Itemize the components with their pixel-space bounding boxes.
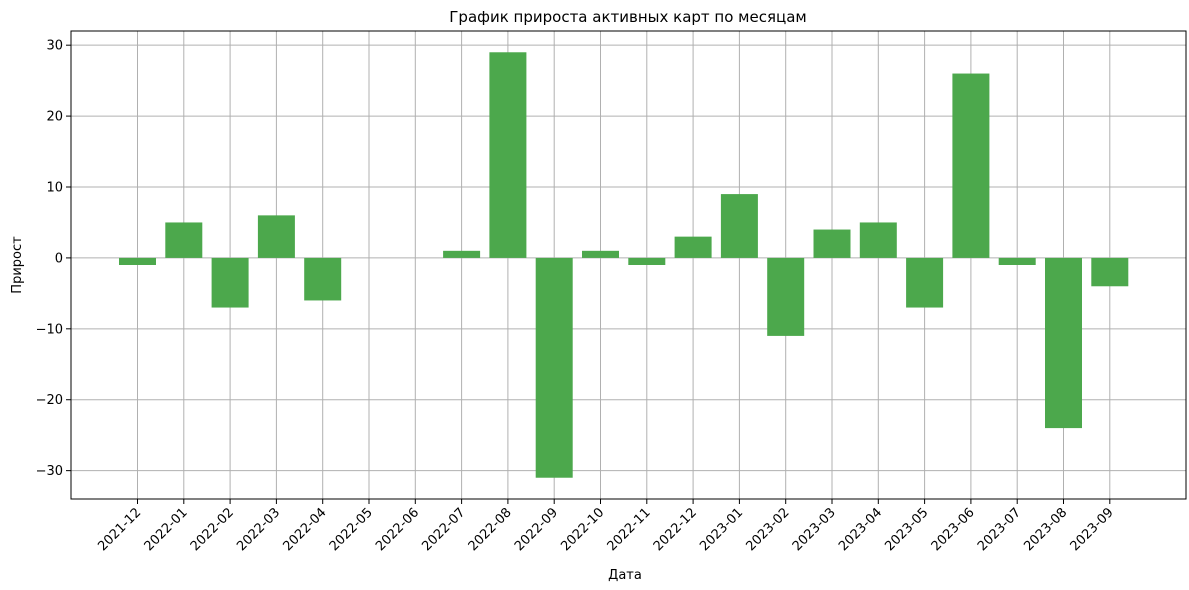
bar-2023-05 xyxy=(906,257,944,308)
x-tick-label: 2022-10 xyxy=(558,505,607,554)
x-axis-title: Дата xyxy=(608,568,642,583)
bar-2023-09 xyxy=(1091,257,1129,287)
bar-2022-09 xyxy=(535,257,573,478)
x-tick-label: 2022-07 xyxy=(419,505,468,554)
bar-2023-01 xyxy=(720,194,758,258)
x-tick-label: 2023-05 xyxy=(882,505,931,554)
x-tick-label: 2022-01 xyxy=(142,505,191,554)
x-tick-label: 2023-07 xyxy=(975,505,1024,554)
y-tick-label: 0 xyxy=(55,251,63,266)
bar-2022-12 xyxy=(674,236,712,258)
chart-title: График прироста активных карт по месяцам xyxy=(449,8,806,26)
plot-frame xyxy=(70,30,1187,500)
y-tick-label: 30 xyxy=(46,39,63,54)
bar-2022-04 xyxy=(304,257,342,301)
x-tick-label: 2022-03 xyxy=(234,505,283,554)
y-tick-label: 20 xyxy=(46,110,63,125)
y-axis-title: Прирост xyxy=(10,236,25,294)
x-axis: 2021-122022-012022-022022-032022-042022-… xyxy=(95,499,1117,554)
x-tick-label: 2023-06 xyxy=(929,505,978,554)
bar-2022-03 xyxy=(257,215,295,258)
bar-2022-07 xyxy=(443,250,481,258)
x-tick-label: 2023-01 xyxy=(697,505,746,554)
x-tick-label: 2022-12 xyxy=(651,505,700,554)
bar-2022-01 xyxy=(165,222,203,258)
x-tick-label: 2022-11 xyxy=(605,505,654,554)
x-tick-label: 2023-09 xyxy=(1068,505,1117,554)
x-tick-label: 2023-04 xyxy=(836,505,885,554)
x-tick-label: 2023-03 xyxy=(790,505,839,554)
bar-2022-10 xyxy=(582,250,619,258)
x-tick-label: 2022-04 xyxy=(281,505,330,554)
y-tick-label: −20 xyxy=(36,393,63,408)
bar-2023-07 xyxy=(998,257,1036,265)
bar-2023-02 xyxy=(767,257,805,336)
bar-2023-08 xyxy=(1045,257,1082,429)
x-tick-label: 2022-08 xyxy=(466,505,515,554)
y-tick-label: −10 xyxy=(36,322,63,337)
bar-2022-02 xyxy=(211,257,249,308)
y-tick-label: −30 xyxy=(36,464,63,479)
x-tick-label: 2022-02 xyxy=(188,505,237,554)
bar-2022-11 xyxy=(628,257,666,265)
bar-2023-03 xyxy=(813,229,851,258)
x-tick-label: 2023-02 xyxy=(744,505,793,554)
bar-2022-08 xyxy=(489,52,527,258)
x-tick-label: 2023-08 xyxy=(1021,505,1070,554)
x-tick-label: 2022-05 xyxy=(327,505,376,554)
x-tick-label: 2021-12 xyxy=(95,505,144,554)
bars xyxy=(119,52,1129,478)
x-tick-label: 2022-06 xyxy=(373,505,422,554)
bar-2023-06 xyxy=(952,73,990,258)
y-axis: −30 −20 −10 0 10 20 30 xyxy=(36,39,71,479)
y-tick-label: 10 xyxy=(46,181,63,196)
x-tick-label: 2022-09 xyxy=(512,505,561,554)
bar-2023-04 xyxy=(859,222,897,258)
bar-2021-12 xyxy=(119,257,156,265)
